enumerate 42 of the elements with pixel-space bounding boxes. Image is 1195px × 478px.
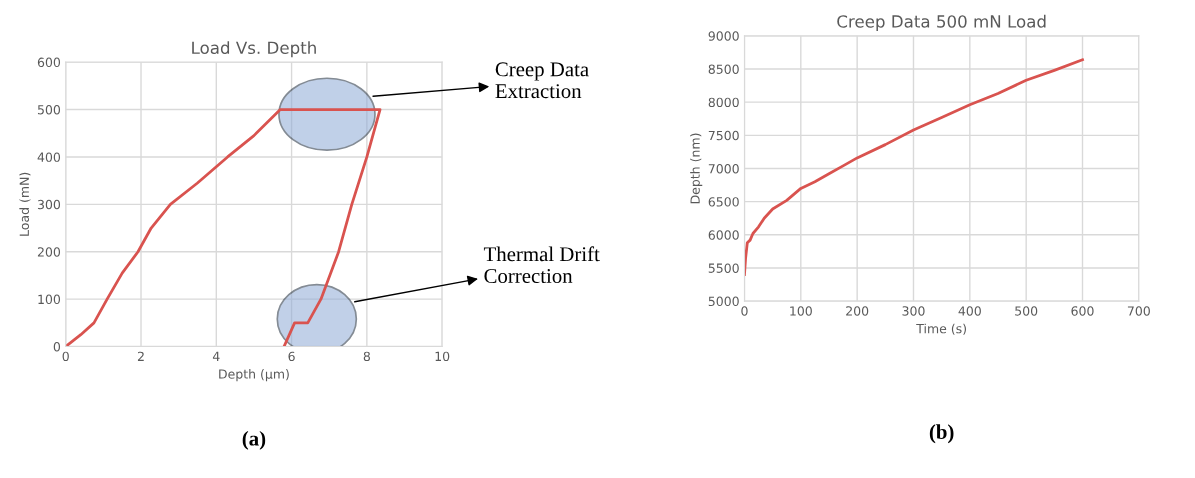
x-tick-label: 300 bbox=[902, 306, 925, 316]
y-tick-label: 600 bbox=[37, 57, 61, 68]
y-axis-title: Depth (nm) bbox=[690, 133, 703, 204]
y-tick-label: 200 bbox=[37, 247, 61, 257]
y-tick-label: 500 bbox=[37, 105, 61, 115]
x-tick-label: 600 bbox=[1071, 306, 1094, 316]
text: Thermal Drift Correction bbox=[483, 246, 600, 284]
x-tick-label: 2 bbox=[137, 351, 144, 361]
y-tick-label: 400 bbox=[37, 152, 61, 162]
y-tick-label: 100 bbox=[38, 294, 61, 305]
y-tick-label: 300 bbox=[37, 199, 61, 210]
y-tick-label: 7000 bbox=[708, 163, 739, 174]
text: (b) bbox=[929, 424, 954, 444]
chart-title: Load Vs. Depth bbox=[192, 41, 316, 58]
text: Creep Data Extraction bbox=[495, 62, 589, 99]
y-tick-label: 5500 bbox=[708, 263, 739, 273]
x-tick-label: 4 bbox=[212, 351, 220, 361]
line-series bbox=[744, 58, 1084, 276]
y-axis-title: Load (mN) bbox=[19, 172, 31, 236]
y-tick-label: 8500 bbox=[708, 64, 739, 74]
chart-title: Creep Data 500 mN Load bbox=[837, 14, 1046, 31]
x-tick-label: 200 bbox=[846, 306, 869, 316]
x-tick-label: 6 bbox=[288, 351, 295, 362]
y-tick-label: 5000 bbox=[708, 296, 739, 307]
x-tick-label: 0 bbox=[62, 351, 69, 362]
y-tick-label: 8000 bbox=[708, 97, 739, 108]
x-tick-label: 500 bbox=[1015, 306, 1038, 316]
x-tick-label: 10 bbox=[435, 351, 450, 362]
x-tick-label: 0 bbox=[741, 306, 748, 316]
x-tick-label: 700 bbox=[1127, 306, 1150, 316]
line-series bbox=[65, 108, 382, 347]
x-tick-label: 100 bbox=[790, 306, 812, 316]
y-tick-label: 6000 bbox=[708, 230, 739, 240]
y-tick-label: 0 bbox=[53, 342, 61, 352]
x-axis-title: Depth (µm) bbox=[219, 369, 289, 382]
x-tick-label: 400 bbox=[958, 306, 981, 316]
y-tick-label: 6500 bbox=[708, 197, 739, 207]
x-tick-label: 8 bbox=[363, 351, 370, 362]
x-axis-title: Time (s) bbox=[916, 323, 966, 335]
y-tick-label: 9000 bbox=[708, 31, 739, 41]
text: (a) bbox=[242, 430, 266, 450]
y-tick-label: 7500 bbox=[708, 130, 739, 141]
